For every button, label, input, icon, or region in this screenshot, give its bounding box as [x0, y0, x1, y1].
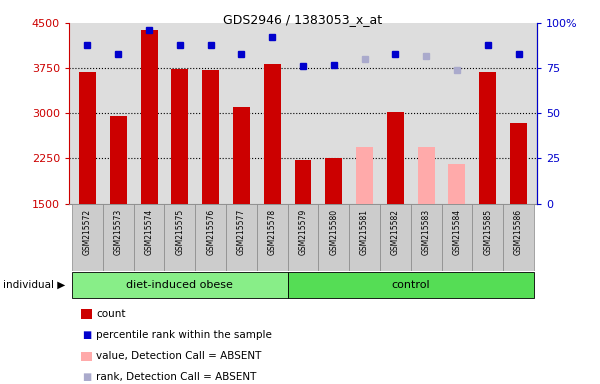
- Text: GSM215581: GSM215581: [360, 209, 369, 255]
- Text: GSM215584: GSM215584: [452, 209, 461, 255]
- Bar: [380, 204, 411, 271]
- Bar: [319, 204, 349, 271]
- Bar: [418, 147, 434, 204]
- Text: GSM215574: GSM215574: [145, 209, 154, 255]
- Bar: [510, 123, 527, 204]
- Bar: [411, 204, 442, 271]
- Bar: [72, 204, 103, 271]
- Text: rank, Detection Call = ABSENT: rank, Detection Call = ABSENT: [96, 372, 256, 382]
- Bar: [134, 204, 164, 271]
- Bar: [472, 204, 503, 271]
- Bar: [264, 64, 281, 204]
- Bar: [387, 112, 404, 204]
- Bar: [257, 204, 287, 271]
- Text: ■: ■: [82, 330, 91, 340]
- Text: value, Detection Call = ABSENT: value, Detection Call = ABSENT: [96, 351, 262, 361]
- Text: GSM215576: GSM215576: [206, 209, 215, 255]
- Text: GSM215586: GSM215586: [514, 209, 523, 255]
- Bar: [442, 204, 472, 271]
- Text: GSM215575: GSM215575: [175, 209, 184, 255]
- Bar: [356, 147, 373, 204]
- Bar: [233, 107, 250, 204]
- Bar: [325, 159, 342, 204]
- Bar: [164, 204, 195, 271]
- Bar: [287, 272, 534, 298]
- Bar: [195, 204, 226, 271]
- Text: GSM215573: GSM215573: [114, 209, 123, 255]
- Bar: [72, 272, 287, 298]
- Bar: [479, 72, 496, 204]
- Bar: [110, 116, 127, 204]
- Text: GSM215585: GSM215585: [483, 209, 492, 255]
- Text: diet-induced obese: diet-induced obese: [127, 280, 233, 290]
- Text: GSM215583: GSM215583: [422, 209, 431, 255]
- Bar: [172, 70, 188, 204]
- Text: GSM215578: GSM215578: [268, 209, 277, 255]
- Text: GSM215577: GSM215577: [237, 209, 246, 255]
- Text: ■: ■: [82, 372, 91, 382]
- Bar: [202, 70, 219, 204]
- Text: GSM215580: GSM215580: [329, 209, 338, 255]
- Bar: [349, 204, 380, 271]
- Text: GSM215582: GSM215582: [391, 209, 400, 255]
- Text: percentile rank within the sample: percentile rank within the sample: [96, 330, 272, 340]
- Text: GDS2946 / 1383053_x_at: GDS2946 / 1383053_x_at: [223, 13, 383, 26]
- Bar: [503, 204, 534, 271]
- Text: control: control: [391, 280, 430, 290]
- Bar: [448, 164, 466, 204]
- Bar: [79, 72, 96, 204]
- Bar: [140, 30, 158, 204]
- Bar: [295, 160, 311, 204]
- Text: GSM215572: GSM215572: [83, 209, 92, 255]
- Text: individual ▶: individual ▶: [3, 280, 65, 290]
- Bar: [287, 204, 319, 271]
- Text: count: count: [96, 309, 125, 319]
- Bar: [226, 204, 257, 271]
- Text: GSM215579: GSM215579: [299, 209, 308, 255]
- Bar: [103, 204, 134, 271]
